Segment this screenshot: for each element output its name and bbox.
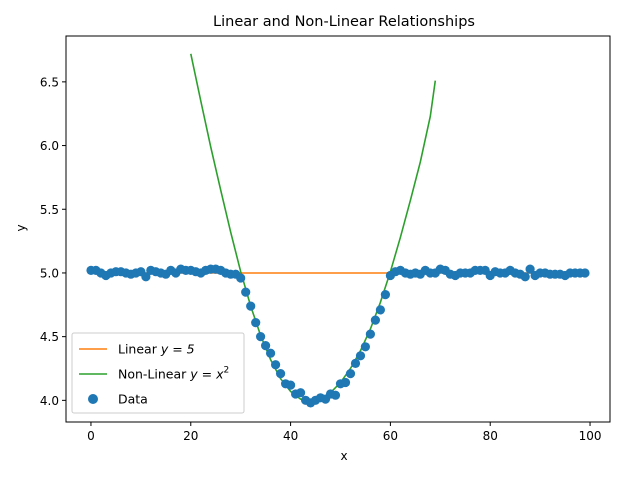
x-tick-label: 80	[483, 429, 498, 443]
x-tick-label: 60	[383, 429, 398, 443]
data-point	[256, 332, 266, 342]
x-tick-label: 20	[183, 429, 198, 443]
y-tick-label: 6.0	[40, 139, 59, 153]
legend-entry: Linear y = 5	[118, 342, 195, 357]
data-point	[266, 348, 276, 358]
data-point	[286, 380, 296, 390]
data-point	[360, 342, 370, 352]
y-tick-label: 5.0	[40, 266, 59, 280]
data-point	[375, 305, 385, 315]
data-point	[251, 318, 261, 328]
data-point	[236, 273, 246, 283]
x-tick-label: 40	[283, 429, 298, 443]
axes: 0 20 40 60 80 100 4.0 4.5 5.0 5.5 6.0 6.5	[40, 35, 611, 443]
data-point	[271, 360, 281, 370]
data-point	[350, 358, 361, 368]
data-point	[355, 351, 366, 361]
data-point	[365, 329, 375, 339]
data-point	[330, 390, 341, 400]
y-tick-label: 4.0	[40, 394, 59, 408]
data-point	[340, 377, 351, 388]
y-axis-label: y	[14, 224, 28, 231]
legend-swatch-marker	[88, 394, 98, 404]
data-point	[141, 272, 151, 282]
data-point	[370, 315, 380, 325]
data-point	[520, 272, 530, 282]
data-point	[276, 369, 286, 379]
data-point	[296, 388, 306, 398]
legend-box	[71, 332, 245, 414]
axes-frame	[65, 35, 611, 423]
data-point	[345, 369, 356, 379]
x-tick-label: 0	[87, 429, 95, 443]
x-tick-label: 100	[579, 429, 602, 443]
y-tick-label: 5.5	[40, 203, 59, 217]
y-tick-label: 4.5	[40, 330, 59, 344]
legend-entry: Non-Linear y = x2	[118, 366, 229, 382]
data-point	[580, 268, 590, 278]
legend: Linear y = 5 Non-Linear y = x2 Data	[71, 332, 245, 414]
legend-entry: Data	[118, 392, 148, 407]
data-point	[246, 301, 256, 311]
data-point	[261, 341, 271, 351]
y-tick-label: 6.5	[40, 75, 59, 89]
x-axis-label: x	[340, 449, 347, 463]
chart-title: Linear and Non-Linear Relationships	[213, 14, 475, 30]
data-point	[241, 287, 251, 297]
data-point	[525, 264, 535, 274]
data-point	[380, 290, 390, 300]
plot-area	[86, 53, 590, 408]
